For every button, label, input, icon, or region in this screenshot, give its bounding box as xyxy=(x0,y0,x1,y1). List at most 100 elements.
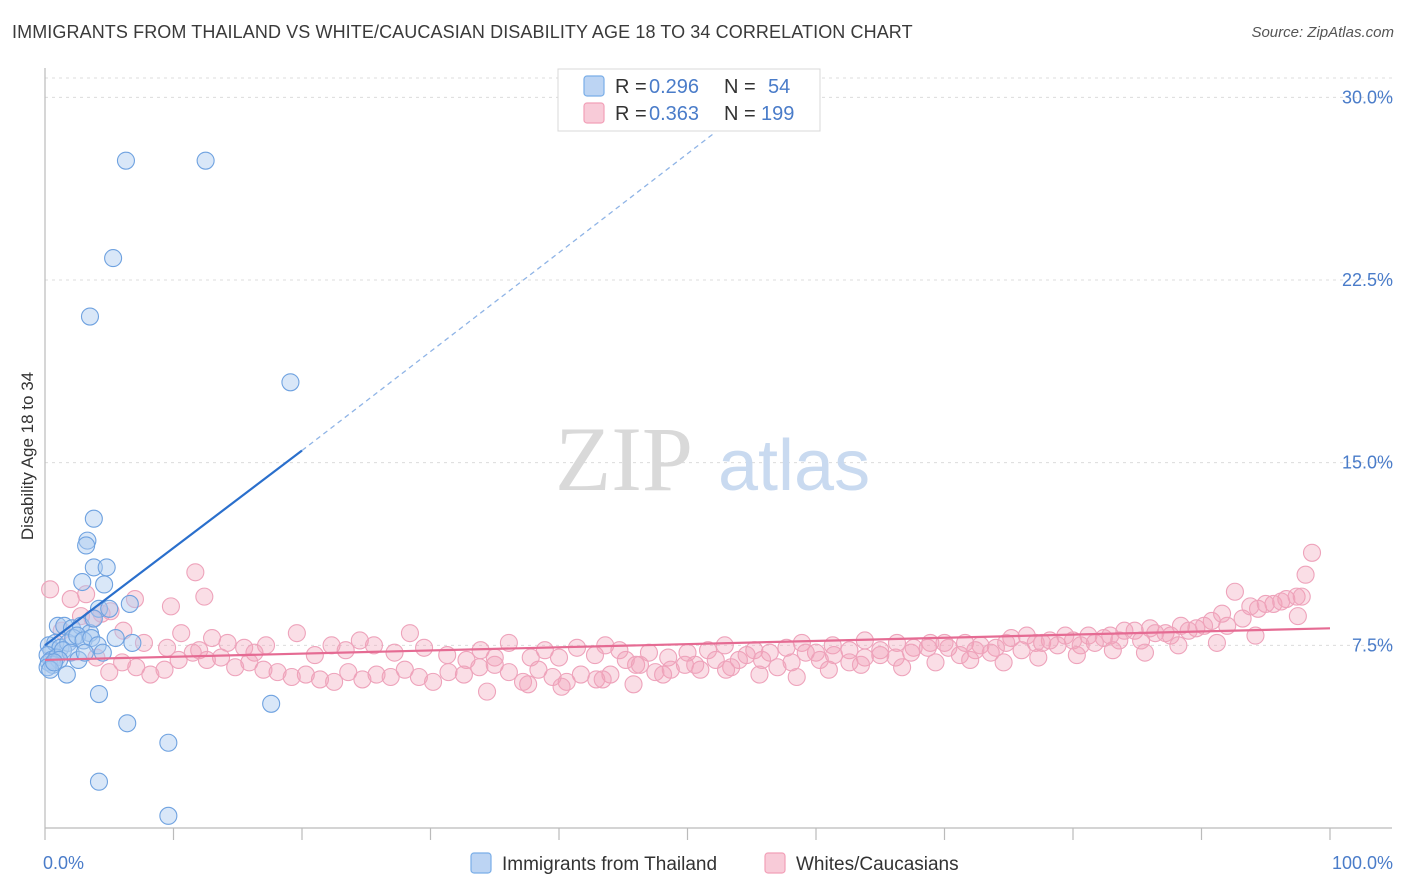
whites-point-144 xyxy=(439,663,458,682)
whites-point-66 xyxy=(1002,628,1021,648)
whites-point-107 xyxy=(997,633,1016,652)
whites-point-58 xyxy=(871,641,890,660)
thailand-point-18 xyxy=(100,599,119,618)
whites-point-173 xyxy=(593,670,612,689)
whites-point-37 xyxy=(535,641,554,660)
whites-point-21 xyxy=(256,636,276,655)
whites-point-99 xyxy=(1115,621,1134,640)
thailand-point-8 xyxy=(84,558,103,577)
whites-point-5 xyxy=(161,597,180,616)
whites-point-153 xyxy=(310,670,330,689)
whites-point-30 xyxy=(415,638,434,657)
whites-point-86 xyxy=(1296,565,1315,584)
whites-point-100 xyxy=(1101,626,1120,645)
thailand-point-34 xyxy=(61,643,80,662)
whites-point-122 xyxy=(768,658,787,677)
thailand-point-51 xyxy=(89,772,109,791)
thailand-point-1 xyxy=(196,151,215,170)
whites-point-88 xyxy=(1292,587,1311,606)
thailand-point-40 xyxy=(93,643,112,662)
whites-point-131 xyxy=(630,655,650,674)
whites-trend-line xyxy=(44,627,1331,662)
whites-point-8 xyxy=(195,587,214,606)
legend-n-label-2: N = xyxy=(724,103,756,125)
thailand-point-3 xyxy=(80,307,100,326)
whites-point-108 xyxy=(981,643,1000,662)
thailand-point-0 xyxy=(116,151,136,170)
legend-r-value-1: 0.296 xyxy=(649,76,699,98)
trend-lines xyxy=(44,133,1331,662)
thailand-points xyxy=(38,151,300,825)
whites-point-142 xyxy=(470,658,489,677)
whites-point-20 xyxy=(245,643,264,662)
whites-point-1 xyxy=(61,590,80,609)
whites-point-184 xyxy=(961,650,980,670)
y-tick-label-0: 7.5% xyxy=(1352,635,1393,655)
chart-title: IMMIGRANTS FROM THAILAND VS WHITE/CAUCAS… xyxy=(12,22,913,42)
thailand-point-17 xyxy=(89,599,109,618)
whites-point-157 xyxy=(254,660,273,679)
bottom-legend-label-1: Immigrants from Thailand xyxy=(502,854,717,875)
whites-point-120 xyxy=(796,643,815,662)
bottom-legend: Immigrants from Thailand Whites/Caucasia… xyxy=(470,852,959,875)
thailand-point-47 xyxy=(89,684,109,704)
whites-point-51 xyxy=(760,643,779,662)
whites-point-182 xyxy=(893,658,912,677)
legend-r-label-1: R = xyxy=(615,76,647,98)
whites-point-136 xyxy=(557,672,576,691)
whites-point-188 xyxy=(1103,641,1122,660)
legend-swatch-blue xyxy=(583,75,605,97)
thailand-point-53 xyxy=(84,609,103,628)
thailand-point-2 xyxy=(104,249,123,268)
whites-point-35 xyxy=(499,633,518,652)
whites-point-7 xyxy=(186,563,205,582)
whites-point-165 xyxy=(141,665,160,684)
whites-point-27 xyxy=(364,636,384,655)
whites-point-0 xyxy=(41,580,60,599)
thailand-point-45 xyxy=(44,653,64,672)
thailand-point-11 xyxy=(95,575,114,594)
whites-point-143 xyxy=(454,665,473,684)
legend-r-value-2: 0.363 xyxy=(649,103,699,125)
thailand-point-38 xyxy=(57,665,76,684)
top-legend: R = 0.296 N = 54 R = 0.363 N = 199 xyxy=(557,68,821,132)
watermark-atlas: atlas xyxy=(718,426,870,506)
whites-point-48 xyxy=(715,636,734,655)
whites-point-23 xyxy=(305,646,324,665)
legend-swatch-pink xyxy=(583,102,605,124)
thailand-point-46 xyxy=(75,643,94,662)
whites-point-25 xyxy=(336,641,355,660)
y-axis-title: Disability Age 18 to 34 xyxy=(18,372,37,540)
whites-point-29 xyxy=(400,624,419,643)
whites-point-140 xyxy=(499,663,518,682)
whites-point-128 xyxy=(675,655,694,674)
whites-point-147 xyxy=(395,660,414,679)
thailand-point-7 xyxy=(77,536,96,555)
whites-point-38 xyxy=(549,648,569,667)
axes xyxy=(44,68,1392,840)
whites-point-47 xyxy=(699,641,718,660)
whites-point-139 xyxy=(513,672,533,691)
y-tick-labels: 7.5% 15.0% 22.5% 30.0% xyxy=(1342,87,1393,655)
whites-point-135 xyxy=(571,665,590,684)
watermark-zip: ZIP xyxy=(555,408,693,510)
whites-point-179 xyxy=(787,667,806,687)
whites-point-53 xyxy=(792,633,811,652)
whites-point-192 xyxy=(1246,626,1265,645)
bottom-legend-swatch-pink xyxy=(764,852,786,874)
whites-point-156 xyxy=(268,663,287,682)
bottom-legend-label-2: Whites/Caucasians xyxy=(796,854,959,875)
whites-point-22 xyxy=(287,624,306,643)
thailand-point-50 xyxy=(159,733,178,752)
thailand-point-42 xyxy=(123,633,142,652)
thailand-point-10 xyxy=(73,572,92,592)
whites-point-114 xyxy=(886,648,905,667)
whites-point-148 xyxy=(381,667,400,687)
whites-point-132 xyxy=(616,650,635,670)
whites-point-180 xyxy=(819,660,838,679)
whites-point-106 xyxy=(1012,641,1031,660)
source-credit: Source: ZipAtlas.com xyxy=(1251,24,1394,41)
whites-point-71 xyxy=(1079,626,1098,645)
whites-point-28 xyxy=(385,643,404,662)
